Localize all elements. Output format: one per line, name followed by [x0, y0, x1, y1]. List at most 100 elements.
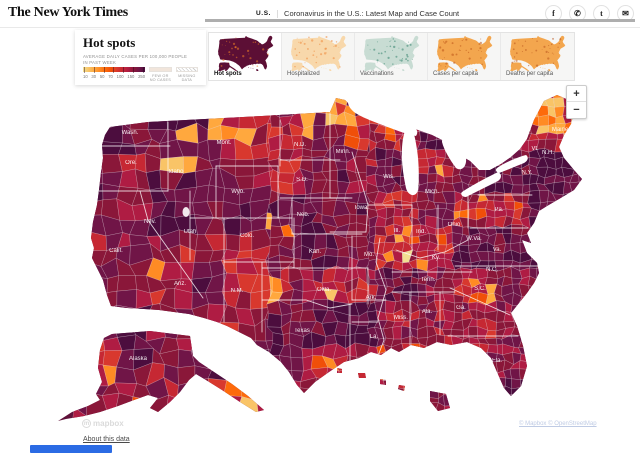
- state-label: Calif.: [109, 248, 123, 254]
- state-label: Ga.: [456, 305, 466, 311]
- map-zoom-control: + −: [566, 85, 587, 119]
- legend-ticks: 10 30 50 70 100 150 250: [83, 74, 145, 79]
- tab-cases-per-capita[interactable]: Cases per capita: [428, 33, 501, 80]
- state-label: Nev.: [144, 219, 156, 225]
- tab-strip-scrollbar[interactable]: [205, 19, 635, 22]
- state-label: Mont.: [216, 140, 231, 146]
- state-borders: [94, 112, 541, 361]
- breadcrumb[interactable]: U.S. Coronavirus in the U.S.: Latest Map…: [256, 9, 459, 18]
- nyt-logo[interactable]: The New York Times: [8, 5, 128, 20]
- state-label: Ind.: [416, 229, 426, 235]
- email-icon[interactable]: ✉: [617, 5, 634, 22]
- legend-tick: 250: [138, 73, 146, 79]
- state-label: Tenn.: [421, 277, 436, 283]
- tab-label: Deaths per capita: [506, 71, 554, 77]
- share-icons: f ✆ t ✉: [545, 5, 634, 22]
- tab-deaths-per-capita[interactable]: Deaths per capita: [501, 33, 574, 80]
- few-cases-label: Few or no cases: [149, 73, 171, 83]
- state-label: Ky.: [432, 255, 441, 261]
- state-label: Ore.: [125, 160, 137, 166]
- county-cells[interactable]: [70, 78, 625, 448]
- mapbox-wordmark: mapbox: [93, 419, 124, 428]
- legend-subtitle: Average daily cases per 100,000 people i…: [83, 54, 188, 65]
- legend-tick: 10: [83, 73, 88, 79]
- tab-vaccinations[interactable]: Vaccinations: [355, 33, 428, 80]
- state-label: Wis.: [383, 174, 395, 180]
- header: The New York Times U.S. Coronavirus in t…: [0, 0, 640, 28]
- twitter-icon[interactable]: t: [593, 5, 610, 22]
- tab-thumbnail-map: [436, 35, 493, 71]
- zoom-out-button[interactable]: −: [567, 102, 586, 118]
- missing-data-label: Missing data: [178, 73, 196, 83]
- state-label: N.M.: [231, 288, 244, 294]
- tab-thumbnail-map: [290, 35, 347, 71]
- tab-label: Hospitalized: [287, 71, 320, 77]
- tab-label: Vaccinations: [360, 71, 394, 77]
- state-label: Ohio: [448, 222, 461, 228]
- whatsapp-icon[interactable]: ✆: [569, 5, 586, 22]
- tab-thumbnail-map: [217, 35, 274, 71]
- state-label: S.D.: [296, 177, 308, 183]
- state-label: Texas: [294, 328, 310, 334]
- state-label: Utah: [184, 229, 197, 235]
- legend-tick: 30: [91, 73, 97, 79]
- facebook-icon[interactable]: f: [545, 5, 562, 22]
- state-label: Neb.: [297, 212, 310, 218]
- legend-tick: 50: [99, 73, 105, 79]
- tab-label: Cases per capita: [433, 71, 479, 77]
- state-label: S.C.: [474, 286, 486, 292]
- state-label: Alaska: [129, 356, 148, 362]
- great-lakes: [182, 103, 528, 217]
- state-label: W.Va.: [466, 236, 482, 242]
- state-labels: Wash. Ore. Calif. Nev. Idaho Mont. Wyo. Utah Ari…: [109, 127, 569, 364]
- state-label: Minn.: [336, 149, 351, 155]
- about-this-data-link[interactable]: About this data: [83, 436, 130, 443]
- tab-thumbnail-map: [363, 35, 420, 71]
- state-label: Idaho: [168, 169, 184, 175]
- tab-thumbnail-map: [509, 35, 566, 71]
- legend-tick: 150: [127, 73, 135, 79]
- page-title[interactable]: Coronavirus in the U.S.: Latest Map and …: [284, 9, 460, 18]
- state-label: N.D.: [294, 142, 306, 148]
- tab-hot-spots[interactable]: Hot spots: [209, 33, 282, 80]
- state-label: La.: [370, 334, 379, 340]
- state-label: Va.: [493, 247, 502, 253]
- zoom-in-button[interactable]: +: [567, 86, 586, 102]
- mapbox-icon: m: [82, 419, 91, 428]
- state-label: Mo.: [364, 252, 374, 258]
- legend-title: Hot spots: [83, 35, 136, 50]
- state-label: N.Y.: [522, 170, 533, 176]
- legend-tick: 70: [108, 73, 113, 79]
- breadcrumb-divider: [277, 9, 279, 18]
- state-label: N.H.: [542, 150, 554, 156]
- tab-label: Hot spots: [214, 71, 242, 77]
- section-label[interactable]: U.S.: [256, 10, 272, 17]
- tab-hospitalized[interactable]: Hospitalized: [282, 33, 355, 80]
- missing-data-swatch: [175, 67, 198, 73]
- great-salt-lake: [182, 207, 190, 217]
- state-label: Wash.: [122, 130, 139, 136]
- map-attribution-link[interactable]: © Mapbox © OpenStreetMap: [519, 421, 597, 427]
- few-cases-swatch: [149, 67, 172, 73]
- state-label: Pa.: [494, 207, 503, 213]
- state-label: Kan.: [309, 249, 322, 255]
- state-label: Fla.: [492, 358, 502, 364]
- state-label: Ala.: [422, 309, 433, 315]
- legend-gradient: [83, 67, 146, 74]
- state-label: Iowa: [355, 205, 368, 211]
- map-tab-strip: Hot spots Hospitalized Vaccinations Cases p…: [208, 32, 575, 81]
- state-label: Maine: [552, 127, 569, 133]
- state-label: Ariz.: [174, 281, 186, 287]
- state-label: Mich.: [425, 189, 440, 195]
- state-label: Vt.: [531, 146, 539, 152]
- bottom-blue-bar[interactable]: [30, 445, 112, 453]
- state-label: Ill.: [394, 228, 400, 234]
- legend-tick: 100: [116, 73, 124, 79]
- state-label: Okla.: [317, 287, 331, 293]
- mapbox-logo[interactable]: m mapbox: [82, 419, 124, 428]
- state-label: Wyo.: [231, 189, 245, 195]
- state-label: Ark.: [366, 295, 377, 301]
- state-label: N.C.: [486, 267, 498, 273]
